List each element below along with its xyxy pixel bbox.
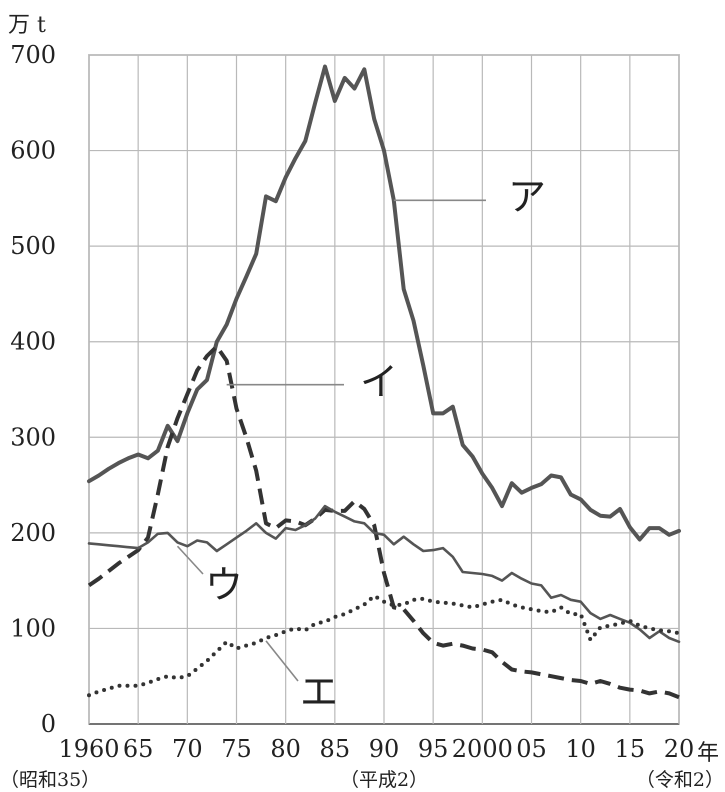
x-tick-label: 05 [516,735,547,763]
x-tick-label: 90 [369,735,400,763]
series-label: エ [300,670,338,714]
series-line [87,64,681,542]
x-tick-label: 80 [270,735,301,763]
y-tick-label: 400 [10,328,56,356]
y-tick-label: 0 [41,710,56,738]
x-tick-label: 15 [615,735,646,763]
series-label: ア [508,175,546,219]
era-label: （平成2） [340,769,428,791]
leader-line [265,640,299,682]
x-axis-ticks: 1960 65 70 75 80 85 90 95 2000 05 10 15 20 [58,735,694,763]
y-tick-label: 200 [10,519,56,547]
x-tick-label: 75 [221,735,252,763]
era-label: （昭和35） [0,769,100,791]
y-tick-label: 100 [10,614,56,642]
y-tick-label: 600 [10,137,56,165]
series-label: ウ [205,563,243,607]
y-axis-unit: 万 t [8,13,46,38]
series-lines [87,64,681,700]
series-line [87,593,681,698]
x-tick-label: 85 [320,735,351,763]
x-axis-unit: 年 [697,741,719,766]
x-tick-label: 2000 [452,735,513,763]
y-tick-label: 700 [10,41,56,69]
x-tick-label: 10 [565,735,596,763]
y-tick-label: 300 [10,423,56,451]
x-tick-label: 65 [123,735,154,763]
x-tick-label: 20 [664,735,695,763]
x-tick-label: 70 [172,735,203,763]
series-line [87,344,680,700]
series-line [87,504,681,644]
grid-lines [88,54,680,725]
y-tick-label: 500 [10,232,56,260]
y-axis-ticks: 0 100 200 300 400 500 600 700 [10,41,56,738]
era-labels: （昭和35） （平成2） （令和2） [0,769,724,791]
era-label: （令和2） [636,769,724,791]
x-tick-label: 95 [418,735,449,763]
leader-line [176,545,204,575]
x-tick-label: 1960 [58,735,119,763]
series-label: イ [360,360,398,404]
